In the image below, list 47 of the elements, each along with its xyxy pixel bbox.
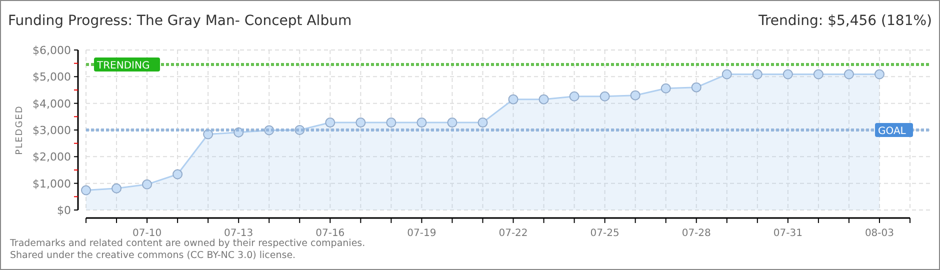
- point: [203, 129, 214, 140]
- y-tick-label: $1,000: [32, 177, 71, 190]
- y-tick-label: $2,000: [32, 150, 71, 164]
- point: [81, 185, 91, 196]
- text: Trademarks and related content are owned by their respective companies.: [9, 238, 366, 249]
- x-tick-label: 08-03: [864, 228, 894, 239]
- text: Shared under the creative commons (CC BY-NC 3.0) license.: [10, 250, 296, 261]
- point: [813, 69, 824, 80]
- x-tick-label: 07-13: [224, 228, 254, 239]
- point: [538, 94, 549, 104]
- point: [782, 69, 793, 80]
- point: [660, 83, 671, 94]
- chart-subtitle: Trending: $5,456 (181%): [757, 13, 932, 29]
- point: [722, 69, 732, 80]
- chart-title: Funding Progress: The Gray Man- Concept Album: [8, 13, 352, 29]
- point: [691, 82, 702, 92]
- x-tick-label: 07-31: [773, 228, 802, 239]
- x-tick-label: 07-10: [132, 228, 162, 239]
- point: [630, 90, 640, 100]
- point: [356, 118, 366, 128]
- point: [478, 118, 488, 128]
- y-tick-label: $4,000: [32, 97, 71, 110]
- ref-line-label: GOAL: [878, 126, 906, 137]
- point: [844, 69, 854, 80]
- point: [600, 91, 610, 102]
- y-tick-label: $6,000: [32, 44, 71, 57]
- point: [386, 118, 396, 128]
- y-tick-label: $0: [57, 204, 71, 217]
- x-tick-label: 07-25: [590, 228, 620, 239]
- y-tick-label: $5,000: [32, 70, 71, 84]
- point: [752, 69, 762, 80]
- point: [874, 69, 884, 80]
- y-tick-label: $3,000: [32, 124, 71, 137]
- x-tick-label: 07-19: [407, 228, 436, 239]
- y-axis-title: PLEDGED: [15, 105, 25, 155]
- x-tick-label: 07-28: [682, 228, 711, 239]
- point: [112, 183, 122, 194]
- point: [142, 179, 152, 190]
- x-tick-label: 07-16: [316, 228, 345, 239]
- point: [508, 94, 518, 104]
- point: [447, 118, 458, 128]
- point: [325, 118, 336, 128]
- ref-line-label: TRENDING: [96, 60, 150, 72]
- point: [416, 118, 427, 128]
- x-tick-label: 07-22: [498, 228, 528, 239]
- point: [569, 91, 580, 102]
- point: [172, 169, 183, 180]
